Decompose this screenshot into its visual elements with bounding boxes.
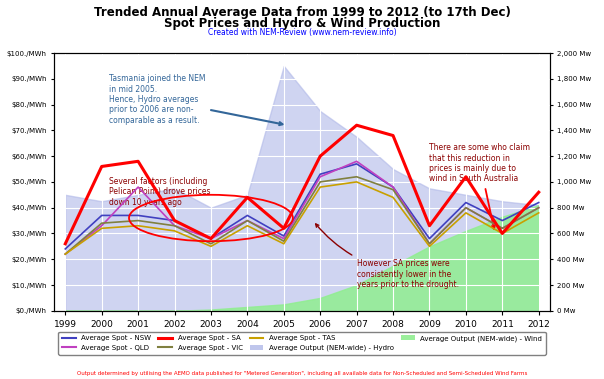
- Text: Trended Annual Average Data from 1999 to 2012 (to 17th Dec): Trended Annual Average Data from 1999 to…: [94, 6, 510, 19]
- Text: There are some who claim
that this reduction in
prices is mainly due to
wind in : There are some who claim that this reduc…: [429, 143, 530, 229]
- Text: Output determined by utilising the AEMO data published for "Metered Generation",: Output determined by utilising the AEMO …: [77, 371, 527, 376]
- Text: However SA prices were
consistently lower in the
years prior to the drought.: However SA prices were consistently lowe…: [316, 224, 458, 289]
- Text: Created with NEM-Review (www.nem-review.info): Created with NEM-Review (www.nem-review.…: [208, 28, 396, 38]
- Text: Spot Prices and Hydro & Wind Production: Spot Prices and Hydro & Wind Production: [164, 17, 440, 30]
- Text: Several factors (including
Pelican Point) drove prices
down 10 years ago: Several factors (including Pelican Point…: [109, 177, 210, 207]
- X-axis label: Calendar Year: Calendar Year: [266, 332, 338, 341]
- Legend: Average Spot - NSW, Average Spot - QLD, Average Spot - SA, Average Spot - VIC, A: Average Spot - NSW, Average Spot - QLD, …: [58, 332, 546, 355]
- Text: Tasmania joined the NEM
in mid 2005.
Hence, Hydro averages
prior to 2006 are non: Tasmania joined the NEM in mid 2005. Hen…: [109, 74, 283, 125]
